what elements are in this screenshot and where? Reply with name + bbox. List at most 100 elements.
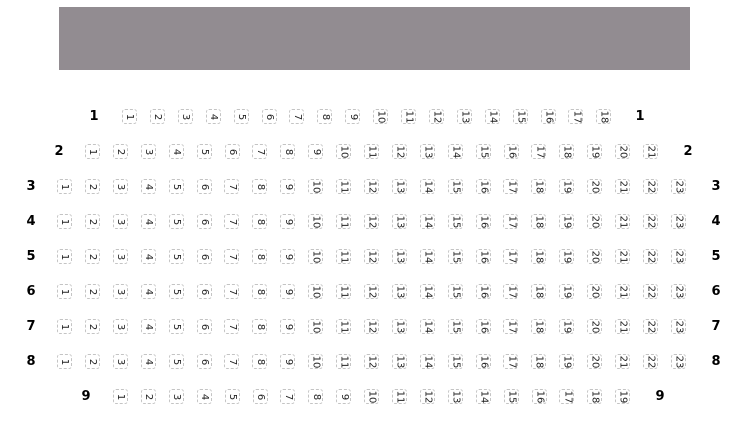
seat[interactable]: 22: [642, 354, 658, 369]
seat[interactable]: 3: [112, 284, 128, 299]
seat[interactable]: 11: [401, 109, 416, 124]
seat[interactable]: 20: [587, 249, 603, 264]
seat[interactable]: 17: [503, 249, 519, 264]
seat[interactable]: 2: [84, 284, 100, 299]
seat[interactable]: 4: [140, 214, 156, 229]
seat[interactable]: 18: [596, 109, 612, 124]
seat[interactable]: 16: [475, 179, 491, 194]
seat[interactable]: 22: [642, 214, 658, 229]
seat[interactable]: 15: [447, 319, 463, 334]
seat[interactable]: 13: [391, 214, 407, 229]
seat[interactable]: 2: [84, 319, 100, 334]
seat[interactable]: 2: [140, 389, 156, 404]
seat[interactable]: 11: [364, 144, 379, 159]
seat[interactable]: 18: [531, 179, 547, 194]
seat[interactable]: 8: [252, 354, 268, 369]
seat[interactable]: 15: [447, 284, 463, 299]
seat[interactable]: 9: [280, 214, 296, 229]
seat[interactable]: 16: [475, 354, 491, 369]
seat[interactable]: 1: [57, 214, 72, 229]
seat[interactable]: 1: [113, 389, 128, 404]
seat[interactable]: 12: [363, 179, 379, 194]
seat[interactable]: 7: [224, 249, 240, 264]
seat[interactable]: 6: [196, 179, 212, 194]
seat[interactable]: 12: [363, 284, 379, 299]
seat[interactable]: 19: [587, 144, 603, 159]
seat[interactable]: 2: [84, 214, 100, 229]
seat[interactable]: 12: [428, 109, 444, 124]
seat[interactable]: 19: [559, 214, 575, 229]
seat[interactable]: 20: [587, 354, 603, 369]
seat[interactable]: 12: [363, 354, 379, 369]
seat[interactable]: 11: [336, 179, 351, 194]
seat[interactable]: 21: [615, 214, 630, 229]
seat[interactable]: 18: [531, 354, 547, 369]
seat[interactable]: 17: [503, 214, 519, 229]
seat[interactable]: 18: [587, 389, 603, 404]
seat[interactable]: 7: [280, 389, 296, 404]
seat[interactable]: 16: [475, 249, 491, 264]
seat[interactable]: 9: [280, 354, 296, 369]
seat[interactable]: 10: [373, 109, 389, 124]
seat[interactable]: 3: [112, 354, 128, 369]
seat[interactable]: 16: [540, 109, 556, 124]
seat[interactable]: 3: [112, 319, 128, 334]
seat[interactable]: 18: [531, 214, 547, 229]
seat[interactable]: 10: [308, 249, 324, 264]
seat[interactable]: 13: [391, 249, 407, 264]
seat[interactable]: 2: [84, 354, 100, 369]
seat[interactable]: 4: [140, 249, 156, 264]
seat[interactable]: 1: [57, 284, 72, 299]
seat[interactable]: 19: [559, 284, 575, 299]
seat[interactable]: 13: [391, 319, 407, 334]
seat[interactable]: 20: [587, 319, 603, 334]
seat[interactable]: 17: [503, 319, 519, 334]
seat[interactable]: 14: [419, 249, 435, 264]
seat[interactable]: 13: [419, 144, 435, 159]
seat[interactable]: 11: [336, 319, 351, 334]
seat[interactable]: 5: [168, 214, 184, 229]
seat[interactable]: 5: [168, 249, 184, 264]
seat[interactable]: 7: [252, 144, 268, 159]
seat[interactable]: 7: [289, 109, 305, 124]
seat[interactable]: 6: [196, 214, 212, 229]
seat[interactable]: 11: [336, 354, 351, 369]
seat[interactable]: 7: [224, 214, 240, 229]
seat[interactable]: 21: [615, 179, 630, 194]
seat[interactable]: 18: [531, 319, 547, 334]
seat[interactable]: 16: [475, 214, 491, 229]
seat[interactable]: 2: [112, 144, 128, 159]
seat[interactable]: 17: [559, 389, 575, 404]
seat[interactable]: 20: [615, 144, 631, 159]
seat[interactable]: 9: [308, 144, 324, 159]
seat[interactable]: 15: [447, 179, 463, 194]
seat[interactable]: 6: [224, 144, 240, 159]
seat[interactable]: 6: [196, 249, 212, 264]
seat[interactable]: 13: [391, 179, 407, 194]
seat[interactable]: 8: [308, 389, 324, 404]
seat[interactable]: 13: [456, 109, 472, 124]
seat[interactable]: 3: [112, 179, 128, 194]
seat[interactable]: 1: [122, 109, 137, 124]
seat[interactable]: 7: [224, 179, 240, 194]
seat[interactable]: 23: [670, 179, 686, 194]
seat[interactable]: 9: [280, 179, 296, 194]
seat[interactable]: 6: [196, 354, 212, 369]
seat[interactable]: 9: [280, 319, 296, 334]
seat[interactable]: 9: [345, 109, 361, 124]
seat[interactable]: 22: [642, 284, 658, 299]
seat[interactable]: 8: [317, 109, 333, 124]
seat[interactable]: 5: [168, 284, 184, 299]
seat[interactable]: 9: [336, 389, 352, 404]
seat[interactable]: 13: [391, 284, 407, 299]
seat[interactable]: 4: [196, 389, 212, 404]
seat[interactable]: 16: [503, 144, 519, 159]
seat[interactable]: 14: [419, 179, 435, 194]
seat[interactable]: 11: [392, 389, 407, 404]
seat[interactable]: 14: [484, 109, 500, 124]
seat[interactable]: 17: [503, 354, 519, 369]
seat[interactable]: 23: [670, 319, 686, 334]
seat[interactable]: 8: [280, 144, 296, 159]
seat[interactable]: 10: [308, 179, 324, 194]
seat[interactable]: 15: [475, 144, 491, 159]
